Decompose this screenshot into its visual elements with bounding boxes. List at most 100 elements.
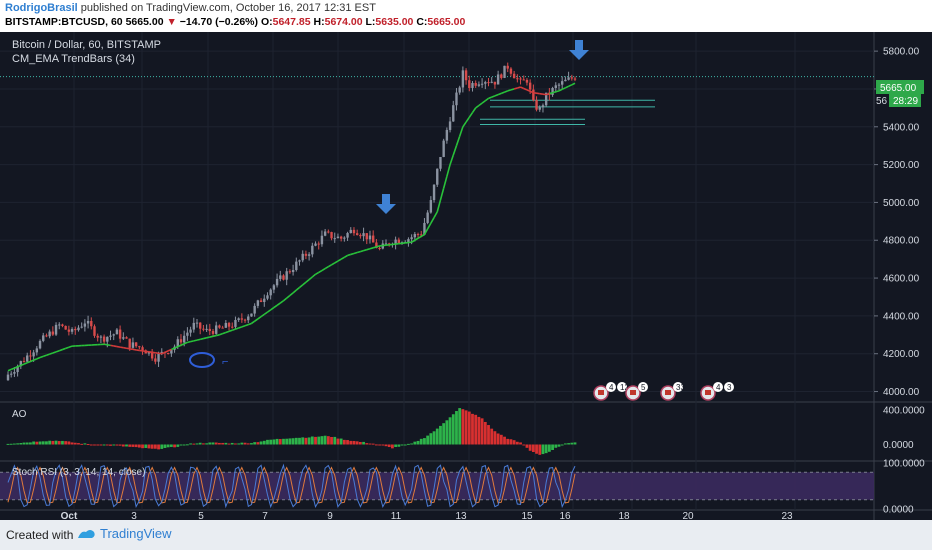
ao-histogram — [6, 408, 577, 455]
candle-body — [304, 253, 308, 256]
ao-bar — [407, 443, 410, 445]
candle-body — [407, 239, 410, 243]
candle-body — [29, 355, 32, 357]
ao-bar — [496, 433, 500, 445]
time-tick-label: Oct — [61, 511, 78, 520]
candle-body — [250, 313, 253, 317]
ao-bar — [563, 443, 567, 445]
ao-bar — [317, 436, 321, 445]
tradingview-brand[interactable]: TradingView — [76, 526, 172, 541]
candle-body — [237, 318, 240, 320]
ema-segment — [282, 297, 288, 302]
ema-segment — [517, 86, 521, 89]
ema-segment — [62, 347, 66, 351]
candle-body — [86, 320, 90, 324]
candle-body — [436, 168, 439, 185]
candle-body — [112, 334, 115, 336]
ema-segment — [55, 349, 60, 353]
time-tick-label: 16 — [559, 511, 571, 520]
down-arrow-icon — [569, 40, 589, 60]
ao-bar — [487, 425, 490, 445]
candle-body — [516, 78, 519, 80]
candle-body — [32, 352, 35, 357]
ao-bar — [160, 444, 164, 449]
candle-body — [567, 77, 570, 80]
published-text: published on TradingView.com, October 16… — [80, 2, 376, 14]
ema-segment — [363, 248, 368, 252]
candle-body — [90, 320, 93, 327]
ao-bar — [304, 437, 308, 445]
ema-segment — [203, 337, 207, 340]
candle-body — [519, 78, 522, 80]
ao-bar — [38, 441, 42, 445]
ema-segment — [235, 327, 239, 330]
ao-bar — [144, 444, 148, 448]
candle-body — [266, 295, 269, 299]
ao-bar — [349, 440, 353, 445]
candle-body — [461, 70, 465, 88]
chart-area[interactable]: 5800.005600.005400.005200.005000.004800.… — [0, 32, 932, 522]
candle-body — [64, 325, 67, 330]
ao-bar — [515, 441, 519, 445]
candle-body — [48, 331, 51, 337]
ao-bar — [381, 444, 385, 446]
ema-segment — [33, 358, 38, 361]
ao-bar — [419, 438, 423, 445]
ao-bar — [176, 444, 180, 447]
candle-body — [439, 156, 442, 169]
count-bubble — [673, 382, 683, 392]
price-chart[interactable]: 5800.005600.005400.005200.005000.004800.… — [0, 32, 932, 522]
ema-segment — [254, 318, 259, 322]
candle-body — [125, 337, 128, 339]
time-axis: Oct 3 5 7 9 11 13 15 16 18 20 23 — [61, 511, 793, 522]
created-with-text: Created with — [6, 528, 74, 542]
ema-segment — [68, 345, 73, 349]
ao-bar — [397, 444, 401, 447]
candle-body — [199, 322, 202, 329]
ema-segment — [565, 85, 569, 89]
candle-body — [307, 254, 311, 256]
ema-segment — [187, 340, 191, 344]
ema-segment — [58, 348, 63, 352]
candle-body — [26, 355, 29, 362]
ema-segment — [263, 311, 268, 316]
ema-segment — [426, 222, 432, 230]
candle-body — [115, 329, 119, 335]
candle-body — [429, 200, 433, 213]
ao-bar — [13, 443, 16, 445]
ao-bar — [547, 444, 551, 452]
candle-body — [384, 243, 388, 245]
ao-bar — [83, 443, 87, 445]
ema-segment — [417, 235, 422, 240]
ema-segment — [321, 267, 326, 272]
ao-bar — [253, 442, 257, 445]
ao-bar — [432, 431, 436, 445]
ao-bar — [275, 438, 279, 445]
event-count-label: 4 — [716, 383, 721, 392]
ema-segment — [39, 355, 44, 359]
candle-body — [150, 351, 154, 359]
ao-bar — [573, 442, 577, 445]
horizontal-levels — [0, 76, 874, 126]
ao-bar — [557, 444, 561, 447]
ao-bar — [102, 444, 106, 446]
ema-segment — [123, 346, 127, 350]
candle-body — [484, 82, 487, 84]
candle-body — [99, 336, 103, 338]
ao-bar — [189, 443, 192, 445]
ema-segment — [196, 338, 201, 341]
ema-segment — [20, 363, 25, 367]
author-link[interactable]: RodrigoBrasil — [5, 2, 78, 14]
ema-segment — [200, 337, 204, 341]
price-tick-label: 5200.00 — [883, 160, 920, 171]
ao-bar — [121, 444, 125, 447]
ema-segment — [455, 135, 461, 146]
candle-body — [362, 233, 365, 237]
ema-segment — [292, 289, 297, 294]
candle-body — [317, 243, 320, 245]
ao-bar — [16, 443, 20, 445]
ema-segment — [276, 302, 281, 306]
ao-bar — [387, 444, 391, 448]
ema-segment — [305, 278, 310, 283]
ema-segment — [446, 164, 451, 177]
